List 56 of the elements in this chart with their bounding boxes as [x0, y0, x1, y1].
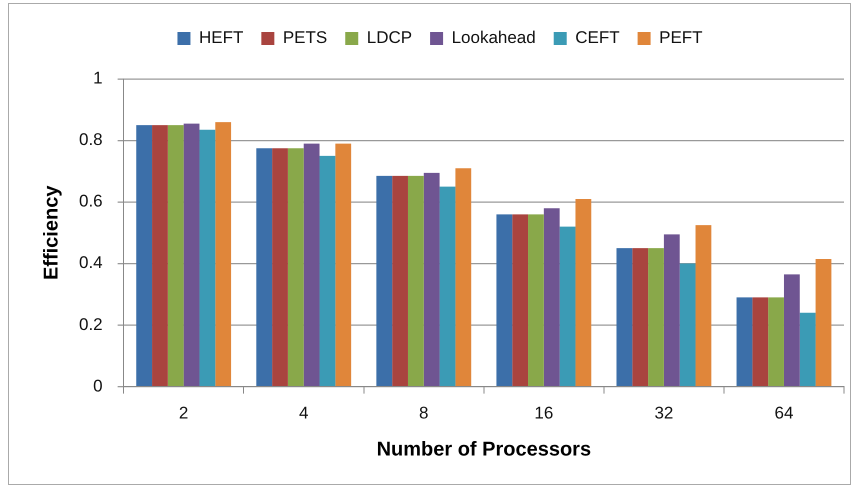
y-tick-label: 1	[93, 68, 103, 88]
x-tick-label: 8	[419, 403, 429, 422]
x-tick-label: 16	[534, 403, 554, 422]
bar	[616, 248, 632, 386]
bar	[199, 130, 216, 386]
legend-label: Lookahead	[452, 28, 536, 48]
bar	[408, 176, 424, 386]
bar	[528, 214, 544, 386]
bar	[816, 258, 832, 386]
bar	[632, 248, 648, 386]
bar	[784, 274, 800, 386]
bar	[440, 186, 456, 386]
x-tick-label: 32	[654, 403, 674, 422]
bar	[455, 168, 472, 386]
bar	[648, 248, 664, 386]
bar	[168, 125, 184, 386]
x-tick-label: 4	[298, 403, 308, 422]
legend-label: HEFT	[198, 28, 244, 48]
x-tick-label: 64	[774, 403, 794, 422]
legend-label: LDCP	[366, 28, 412, 48]
bar	[304, 144, 320, 386]
y-tick-label: 0.8	[78, 130, 103, 150]
y-tick-label: 0	[93, 376, 103, 396]
bar	[320, 156, 336, 386]
x-tick-label: 2	[178, 403, 188, 422]
bar	[544, 208, 560, 386]
bar	[424, 172, 440, 386]
bar	[136, 125, 152, 386]
y-tick-label: 0.4	[78, 253, 103, 272]
bar	[496, 214, 512, 386]
bar	[335, 144, 352, 386]
y-tick-label: 0.2	[78, 314, 103, 334]
bar	[696, 225, 712, 386]
bar	[512, 214, 528, 386]
bar	[392, 176, 408, 386]
legend-label: PEFT	[659, 28, 703, 48]
bar	[376, 176, 392, 386]
bar	[664, 234, 680, 386]
bar	[215, 122, 232, 386]
legend-label: PETS	[282, 28, 328, 48]
y-tick-label: 0.6	[78, 192, 103, 211]
legend-label: CEFT	[575, 28, 620, 48]
bar	[752, 297, 768, 386]
y-axis-title: Efficiency	[40, 184, 63, 280]
bar	[736, 297, 752, 386]
bar	[768, 297, 784, 386]
bar	[152, 125, 168, 386]
bar	[800, 312, 816, 386]
bar	[288, 148, 304, 386]
bar	[680, 264, 696, 386]
bar	[560, 226, 576, 386]
bar	[575, 198, 592, 386]
x-axis-title: Number of Processors	[376, 438, 592, 461]
bar	[272, 148, 288, 386]
bar	[256, 148, 272, 386]
bar	[184, 124, 200, 386]
